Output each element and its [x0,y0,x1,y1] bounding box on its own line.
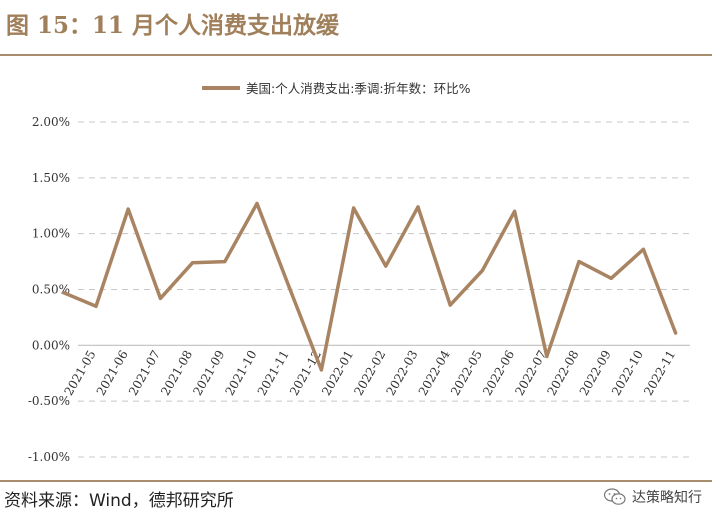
x-tick-label: 2022-11 [641,348,678,398]
data-point [545,354,549,359]
wechat-icon [604,488,626,505]
data-point [287,285,291,289]
data-point [223,259,227,264]
y-tick-label: -0.50% [28,394,70,408]
line-chart: 2.00% 1.50% 1.00% 0.50% 0.00% -0.50% -1.00% 20… [28,81,690,464]
data-point [352,206,356,210]
title-divider [0,54,712,56]
data-point [609,276,613,280]
data-point [319,368,323,372]
data-point [255,201,259,206]
data-point [126,207,130,211]
data-point [94,304,98,308]
series-line [62,201,678,372]
y-tick-label: 0.00% [32,338,70,352]
watermark: 达策略知行 [604,484,702,510]
series-group [62,201,678,372]
grid-lines [78,121,690,458]
footer-divider [0,480,712,482]
data-point [416,205,420,209]
legend: 美国:个人消费支出:季调:折年数：环比% [202,81,471,96]
data-point [62,291,66,295]
data-point [641,247,646,251]
data-point [191,261,195,265]
y-tick-label: 0.50% [32,283,70,297]
data-point [384,264,388,268]
y-tick-label: 1.50% [32,171,70,185]
data-point [448,303,452,307]
page-title: 图 15：11 月个人消费支出放缓 [6,12,340,39]
y-tick-label: 2.00% [32,115,70,129]
data-point [674,331,678,335]
data-point [158,296,162,301]
data-point [577,259,581,264]
y-tick-label: 1.00% [32,227,70,241]
data-point [513,209,517,213]
y-tick-label: -1.00% [28,450,70,464]
x-axis-ticks: 2021-052021-062021-072021-082021-092021-… [62,348,679,398]
data-point [480,268,484,273]
y-axis-ticks: 2.00% 1.50% 1.00% 0.50% 0.00% -0.50% -1.00% [28,115,70,464]
watermark-text: 达策略知行 [632,490,702,506]
source-note: 资料来源：Wind，德邦研究所 [4,491,234,511]
legend-label: 美国:个人消费支出:季调:折年数：环比% [246,81,471,96]
